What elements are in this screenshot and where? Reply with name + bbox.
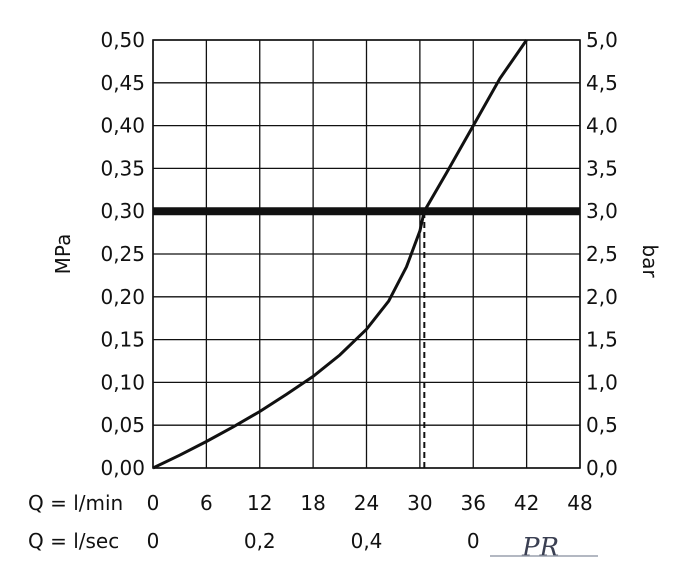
y-tick-label: 0,30 (100, 199, 145, 223)
plot-frame (152, 39, 581, 469)
y-tick-label: 0,25 (100, 242, 145, 266)
y2-tick-label: 5,0 (586, 28, 618, 52)
y-tick-label: 0,20 (100, 285, 145, 309)
y-tick-label: 0,40 (100, 114, 145, 138)
y2-tick-label: 1,0 (586, 370, 618, 394)
y-tick-label: 0,45 (100, 71, 145, 95)
pr-logo: PR (490, 533, 598, 563)
x-axis-ticks-l-min: 0 6 12 18 24 30 36 42 48 (147, 491, 593, 515)
series-line (152, 39, 528, 470)
y-tick-label: 0,10 (100, 370, 145, 394)
y2-tick-label: 2,5 (586, 242, 618, 266)
y2-axis-label: bar (638, 244, 662, 278)
y2-tick-label: 0,0 (586, 456, 618, 480)
y2-tick-label: 0,5 (586, 413, 618, 437)
x-tick-label: 36 (461, 491, 486, 515)
y-tick-label: 0,00 (100, 456, 145, 480)
x-tick-label: 24 (354, 491, 379, 515)
y2-tick-label: 3,0 (586, 199, 618, 223)
x2-tick-label: 0 (467, 529, 480, 553)
x-row-label-l-min: Q = l/min (28, 491, 123, 515)
y-tick-label: 0,50 (100, 28, 145, 52)
y-tick-label: 0,05 (100, 413, 145, 437)
y2-tick-label: 2,0 (586, 285, 618, 309)
grid (152, 39, 581, 469)
x-tick-label: 48 (567, 491, 592, 515)
x-tick-label: 30 (407, 491, 432, 515)
x-tick-label: 12 (247, 491, 272, 515)
y2-tick-label: 4,0 (586, 114, 618, 138)
y-axis-label: MPa (51, 234, 75, 275)
y2-tick-label: 3,5 (586, 156, 618, 180)
x-tick-label: 18 (300, 491, 325, 515)
x2-tick-label: 0,2 (244, 529, 276, 553)
x-row-label-l-sec: Q = l/sec (28, 529, 119, 553)
x2-tick-label: 0 (147, 529, 160, 553)
x2-tick-label: 0,4 (351, 529, 383, 553)
logo-text: PR (521, 533, 559, 563)
x-tick-label: 42 (514, 491, 539, 515)
y-axis-ticks: 0,00 0,05 0,10 0,15 0,20 0,25 0,30 0,35 0,40 0,45… (100, 28, 145, 480)
y-tick-label: 0,35 (100, 156, 145, 180)
y-tick-label: 0,15 (100, 328, 145, 352)
y2-axis-ticks: 0,0 0,5 1,0 1,5 2,0 2,5 3,0 3,5 4,0 4,5 5,0 (586, 28, 618, 480)
x-tick-label: 0 (147, 491, 160, 515)
y2-tick-label: 1,5 (586, 328, 618, 352)
y2-tick-label: 4,5 (586, 71, 618, 95)
x-tick-label: 6 (200, 491, 213, 515)
x-axis-ticks-l-sec: 0 0,2 0,4 0 (147, 529, 480, 553)
